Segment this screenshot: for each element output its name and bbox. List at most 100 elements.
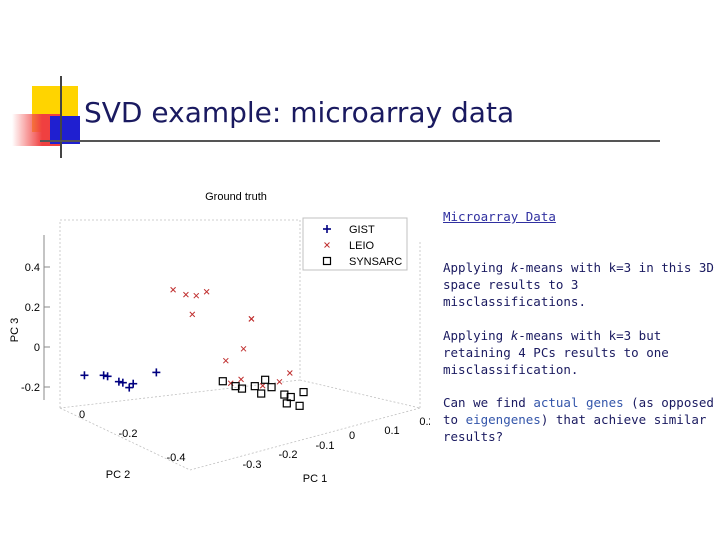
data-point-synsarc [237,384,247,393]
x-marker-b [203,288,210,295]
decor-blue-square [50,116,80,144]
data-point-leio [240,345,247,352]
data-point-leio [259,382,266,389]
x-marker-b [324,242,330,248]
x-marker-b [227,380,234,387]
paragraph-question: Can we find actual genes (as opposed to … [443,394,715,445]
chart-marks [80,286,308,410]
x-marker-b [183,291,189,298]
x-tick-label: 0.1 [384,425,399,437]
data-point-leio [189,311,196,318]
q-mid: (as opposed to [443,395,714,427]
data-point-gist [114,377,123,386]
square-marker [257,389,266,398]
square-marker [267,383,276,392]
chart-title: Ground truth [205,191,267,203]
data-point-synsarc [261,375,270,384]
square-marker [237,384,247,393]
square-marker [218,377,227,386]
p2-pre: Applying [443,328,511,343]
y-tick-label: 0 [79,409,85,421]
z-axis-label: PC 3 [9,318,21,342]
box-edge [59,379,301,409]
data-point-synsarc [282,399,291,408]
x-tick-label: 0 [349,430,355,442]
z-tick-label: 0.4 [25,262,40,274]
x-tick-label: -0.2 [279,449,298,461]
p1-em: k [510,260,519,275]
q-eigengenes: eigengenes [465,412,541,427]
data-point-gist [99,371,108,380]
q-actual-genes: actual genes [533,395,624,410]
p1-post: -means with k=3 in this 3D space results… [443,260,714,309]
box-edge [59,407,191,471]
chart-legend: GIST LEIO SYNSARC [302,217,408,271]
box-edge [189,407,421,471]
square-marker [322,256,332,266]
legend-marker [324,242,330,248]
p2-post: -means with k=3 but retaining 4 PCs resu… [443,328,669,377]
data-point-leio [276,378,283,385]
data-point-synsarc [218,377,227,386]
x-marker-b [248,315,255,322]
data-point-leio [248,315,255,322]
paragraph-kmeans-3d: Applying k-means with k=3 in this 3D spa… [443,259,715,310]
data-point-gist [103,372,112,381]
microarray-data-link[interactable]: Microarray Data [443,209,556,224]
slide-title: SVD example: microarray data [84,96,515,129]
legend-entry: SYNSARC [349,256,402,268]
x-marker-b [276,378,283,385]
z-tick-label: 0.2 [25,302,40,314]
data-point-leio [286,370,293,376]
x-axis-label: PC 1 [303,473,327,485]
x-tick-label: -0.1 [316,440,335,452]
legend-marker [323,225,331,233]
title-underline [40,140,660,142]
square-marker [299,387,308,397]
data-point-synsarc [257,389,266,398]
data-point-synsarc [231,382,240,391]
square-marker [261,375,270,384]
y-axis-label: PC 2 [106,469,130,481]
data-point-gist [129,379,138,388]
data-point-synsarc [299,387,308,397]
x-marker-b [189,311,196,318]
data-point-leio [183,291,189,298]
x-marker-b [259,382,266,389]
legend-box [302,217,408,271]
y-tick-label: -0.2 [119,428,138,440]
data-point-synsarc [267,383,276,392]
square-marker [231,382,240,391]
square-marker [295,401,304,410]
x-marker-b [286,370,293,376]
square-marker [282,399,291,408]
data-point-leio [170,286,176,293]
data-point-gist [118,378,127,387]
paragraph-kmeans-4pcs: Applying k-means with k=3 but retaining … [443,327,715,378]
z-tick-label: 0 [34,342,40,354]
q-pre: Can we find [443,395,534,410]
square-marker [280,390,289,399]
scatter-3d-chart: Ground truth 0.4 0.2 0 -0.2 PC 3 -0.4 -0.2 0 PC 2… [9,191,430,485]
data-point-synsarc [295,401,304,410]
data-point-synsarc [280,390,289,399]
x-tick-label: 0.2 [419,416,430,428]
y-tick-label: -0.4 [167,452,186,464]
legend-marker [322,256,332,266]
legend-entry: GIST [349,224,375,236]
data-point-leio [203,288,210,295]
data-point-gist [152,368,161,377]
data-point-synsarc [250,382,259,391]
x-marker-b [222,357,229,364]
data-point-leio [238,376,244,383]
x-marker-b [240,345,247,352]
z-tick-label: -0.2 [21,382,40,394]
x-marker-b [170,286,176,293]
decor-vertical-line [60,76,62,158]
x-tick-label: -0.3 [243,459,262,471]
chart-axes: Ground truth 0.4 0.2 0 -0.2 PC 3 -0.4 -0.2 0 PC 2… [9,191,430,485]
data-point-gist [80,371,89,380]
p1-pre: Applying [443,260,511,275]
q-post: ) that achieve similar results? [443,412,707,444]
